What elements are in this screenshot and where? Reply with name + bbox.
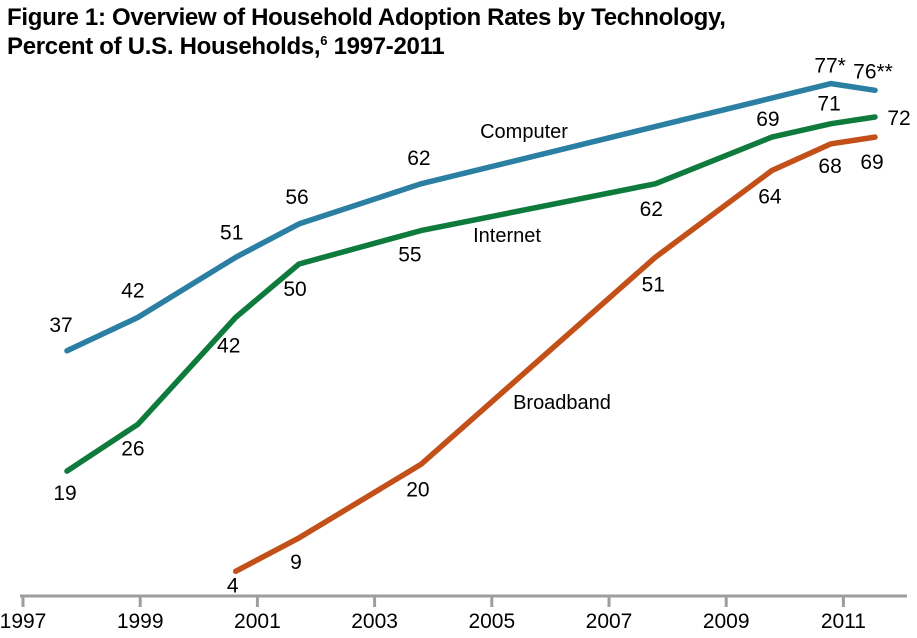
value-label-broadband-69: 69 xyxy=(860,151,883,174)
value-label-computer-76: 76** xyxy=(853,60,893,83)
value-label-broadband-4: 4 xyxy=(227,574,239,597)
figure-title-line1: Figure 1: Overview of Household Adoption… xyxy=(7,4,726,31)
figure-title-line2: Percent of U.S. Households,6 1997-2011 xyxy=(7,32,726,61)
x-axis-tick-label: 2011 xyxy=(821,610,866,633)
x-axis-tick-label: 2009 xyxy=(703,610,750,633)
value-label-broadband-9: 9 xyxy=(290,551,302,574)
value-label-internet-19: 19 xyxy=(53,482,76,505)
value-label-internet-50: 50 xyxy=(283,278,306,301)
figure-title-line2-years: 1997-2011 xyxy=(327,33,445,60)
value-label-broadband-51: 51 xyxy=(642,273,665,296)
x-axis-tick-label: 2007 xyxy=(586,610,633,633)
figure-title-line2-text: Percent of U.S. Households, xyxy=(7,33,321,60)
value-label-computer-77: 77* xyxy=(814,55,846,78)
series-label-computer: Computer xyxy=(480,121,568,143)
series-line-internet xyxy=(64,114,878,474)
value-label-internet-42: 42 xyxy=(217,334,240,357)
x-axis-tick-label: 1999 xyxy=(117,610,164,633)
value-label-broadband-20: 20 xyxy=(406,478,429,501)
value-label-internet-55: 55 xyxy=(398,244,421,267)
value-label-internet-71: 71 xyxy=(817,93,840,116)
x-axis-tick-label: 2005 xyxy=(468,610,515,633)
value-label-computer-51: 51 xyxy=(220,221,243,244)
value-label-broadband-68: 68 xyxy=(818,155,841,178)
x-axis-tick-label: 2001 xyxy=(234,610,281,633)
x-axis-tick-label: 1997 xyxy=(0,610,46,633)
series-label-internet: Internet xyxy=(473,225,541,247)
series-line-computer xyxy=(64,80,878,354)
x-axis-tick-label: 2003 xyxy=(351,610,398,633)
value-label-broadband-64: 64 xyxy=(758,186,782,209)
value-label-computer-42: 42 xyxy=(121,279,144,302)
figure-title: Figure 1: Overview of Household Adoption… xyxy=(7,3,726,61)
value-label-internet-69: 69 xyxy=(756,108,779,131)
series-line-broadband xyxy=(232,134,878,575)
value-label-computer-56: 56 xyxy=(285,186,308,209)
footnote-marker: 6 xyxy=(320,33,328,48)
value-label-internet-26: 26 xyxy=(121,437,144,460)
value-label-internet-62: 62 xyxy=(640,198,663,221)
value-label-computer-37: 37 xyxy=(49,314,72,337)
series-label-broadband: Broadband xyxy=(513,392,611,414)
value-label-computer-62: 62 xyxy=(407,147,430,170)
value-label-internet-72: 72 xyxy=(887,107,910,130)
